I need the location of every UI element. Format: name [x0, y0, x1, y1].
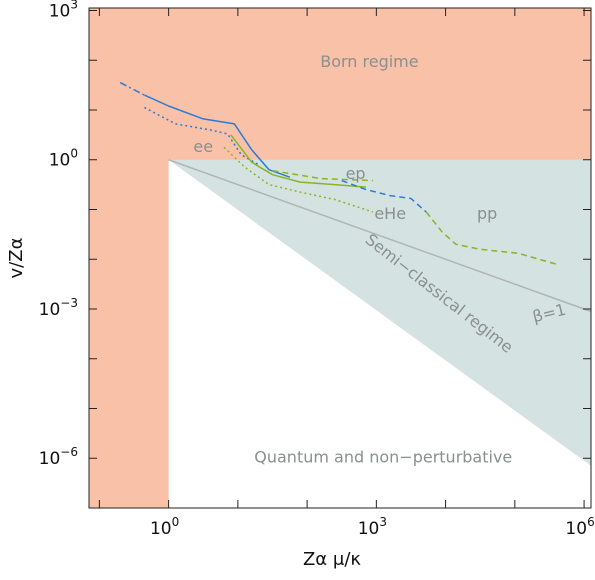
- x-tick-exponent: 0: [172, 515, 180, 529]
- axes-frame: [88, 7, 592, 509]
- y-tick-exponent: 3: [70, 0, 78, 11]
- annotation-born-regime: Born regime: [320, 52, 418, 71]
- y-axis-label: v/Zα: [6, 238, 27, 279]
- x-tick-exponent: 3: [379, 515, 387, 529]
- y-tick-label-3: 10−3: [39, 296, 78, 320]
- x-tick-label-3: 103: [358, 515, 387, 539]
- annotation-ehe: eHe: [374, 204, 406, 223]
- semi-classical-region: [168, 159, 591, 466]
- series-line-ee-2: [144, 106, 259, 166]
- quantum-region: [168, 159, 591, 508]
- y-tick-label-3: 103: [49, 0, 78, 21]
- x-tick-exponent: 6: [587, 515, 595, 529]
- x-axis-label: Zα μ/κ: [303, 549, 361, 570]
- series-line-ep-3: [230, 134, 367, 188]
- series-line-pp-7: [425, 211, 557, 265]
- y-tick-label-0: 100: [49, 147, 78, 171]
- y-tick-exponent: 0: [70, 147, 78, 161]
- x-tick-label-6: 106: [565, 515, 594, 539]
- annotation-quantum-and-non-perturbative: Quantum and non−perturbative: [254, 448, 512, 467]
- y-tick-exponent: −3: [60, 296, 78, 310]
- series-line-ee-1: [119, 81, 145, 96]
- series-line-ee-0: [144, 94, 291, 178]
- y-tick-exponent: −6: [60, 445, 78, 459]
- annotation-pp: pp: [477, 204, 497, 223]
- beta-1-reference-line: [168, 159, 591, 313]
- x-tick-label-0: 100: [150, 515, 179, 539]
- y-tick-label-6: 10−6: [39, 445, 78, 469]
- annotation-ep: ep: [346, 164, 366, 183]
- series-line-ep-4: [272, 169, 373, 182]
- annotation-ee: ee: [193, 137, 213, 156]
- series-line-pp-6: [341, 179, 427, 213]
